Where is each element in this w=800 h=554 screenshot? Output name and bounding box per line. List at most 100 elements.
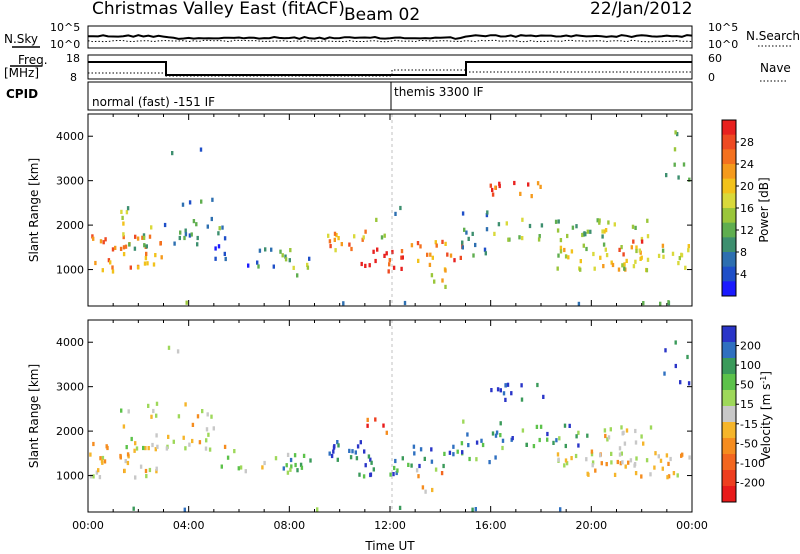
heatmap-cell — [653, 465, 656, 470]
heatmap-cell — [634, 259, 637, 264]
heatmap-cell — [676, 132, 679, 137]
colorbar-swatch — [722, 326, 736, 343]
heatmap-cell — [103, 459, 107, 464]
heatmap-cell — [532, 444, 536, 449]
y-tick-label: 1000 — [56, 470, 84, 483]
heatmap-cell — [375, 217, 378, 222]
heatmap-cell — [504, 397, 507, 402]
heatmap-cell — [122, 245, 126, 250]
heatmap-cell — [308, 256, 311, 261]
heatmap-cell — [594, 468, 597, 473]
colorbar-swatch — [722, 438, 736, 455]
heatmap-cell — [370, 460, 373, 465]
heatmap-cell — [122, 252, 126, 257]
heatmap-cell — [348, 242, 351, 247]
y-tick-label: 3000 — [56, 381, 84, 394]
heatmap-cell — [665, 453, 669, 458]
heatmap-cell — [430, 273, 434, 278]
heatmap-cell — [122, 424, 126, 429]
heatmap-cell — [226, 455, 230, 460]
heatmap-cell — [281, 253, 284, 258]
heatmap-cell — [148, 467, 152, 473]
colorbar-tick-label: 16 — [740, 202, 754, 215]
heatmap-cell — [535, 424, 539, 429]
station-title: Christmas Valley East (fitACF) — [92, 0, 345, 19]
heatmap-cell — [94, 260, 97, 266]
heatmap-cell — [471, 507, 474, 512]
heatmap-cell — [129, 265, 132, 270]
heatmap-cell — [673, 162, 676, 167]
heatmap-cell — [374, 258, 377, 264]
heatmap-cell — [564, 458, 568, 463]
heatmap-cell — [336, 440, 339, 445]
heatmap-cell — [605, 253, 609, 258]
heatmap-cell — [538, 234, 541, 239]
heatmap-cell — [306, 265, 310, 270]
heatmap-cell — [494, 433, 498, 438]
power-colorbar: 4 8 12 16 20 24 28 — [721, 119, 754, 297]
heatmap-cell — [581, 232, 584, 238]
nave-label: Nave — [760, 61, 791, 75]
heatmap-cell — [559, 245, 563, 250]
heatmap-cell — [646, 234, 650, 239]
freq-tick-18: 18 — [66, 52, 80, 65]
noise-panel: N.Sky 10^5 10^0 10^5 10^0 N.Search — [4, 21, 800, 51]
heatmap-cell — [154, 447, 157, 452]
heatmap-cell — [625, 258, 628, 263]
heatmap-cell — [461, 240, 464, 245]
heatmap-cell — [618, 247, 621, 252]
heatmap-cell — [590, 449, 594, 454]
heatmap-cell — [145, 474, 148, 479]
heatmap-cell — [330, 453, 334, 459]
heatmap-cell — [623, 266, 626, 271]
heatmap-cell — [640, 236, 644, 242]
heatmap-cell — [496, 387, 500, 392]
colorbar-tick-label: 20 — [740, 180, 754, 193]
heatmap-cell — [415, 468, 419, 473]
heatmap-cell — [618, 446, 622, 451]
heatmap-cell — [494, 455, 497, 460]
beam-title: Beam 02 — [344, 5, 420, 25]
heatmap-cell — [528, 223, 532, 229]
heatmap-cell — [684, 265, 687, 270]
heatmap-cell — [214, 256, 217, 261]
heatmap-cell — [631, 224, 635, 229]
heatmap-cell — [463, 227, 466, 232]
heatmap-cell — [542, 394, 545, 399]
heatmap-cell — [258, 248, 262, 253]
heatmap-cell — [369, 472, 373, 477]
heatmap-cell — [401, 255, 404, 260]
heatmap-cell — [367, 454, 371, 459]
heatmap-cell — [441, 278, 444, 283]
heatmap-cell — [441, 239, 444, 244]
heatmap-cell — [485, 213, 489, 218]
heatmap-cell — [634, 471, 638, 476]
colorbar-swatch — [722, 178, 736, 194]
date-title: 22/Jan/2012 — [590, 0, 693, 19]
heatmap-cell — [538, 437, 541, 443]
heatmap-cell — [575, 434, 578, 439]
heatmap-cell — [198, 440, 202, 445]
heatmap-cell — [539, 184, 542, 189]
colorbar-tick-label: 8 — [740, 246, 747, 259]
heatmap-cell — [671, 251, 675, 256]
heatmap-cell — [607, 220, 610, 225]
heatmap-cell — [582, 243, 585, 248]
colorbar-swatch — [722, 390, 736, 407]
heatmap-cell — [91, 234, 94, 239]
heatmap-cell — [474, 242, 477, 248]
heatmap-cell — [183, 235, 186, 241]
heatmap-cell — [363, 449, 366, 454]
heatmap-cell — [147, 403, 150, 408]
heatmap-cell — [577, 430, 580, 435]
heatmap-cell — [159, 241, 162, 246]
heatmap-cell — [244, 469, 247, 474]
heatmap-cell — [388, 262, 391, 267]
heatmap-cell — [511, 436, 514, 441]
heatmap-cell — [590, 452, 594, 457]
heatmap-cell — [196, 414, 200, 419]
heatmap-cell — [111, 269, 115, 274]
heatmap-cell — [613, 222, 616, 227]
heatmap-cell — [557, 457, 560, 462]
heatmap-cell — [247, 263, 250, 268]
